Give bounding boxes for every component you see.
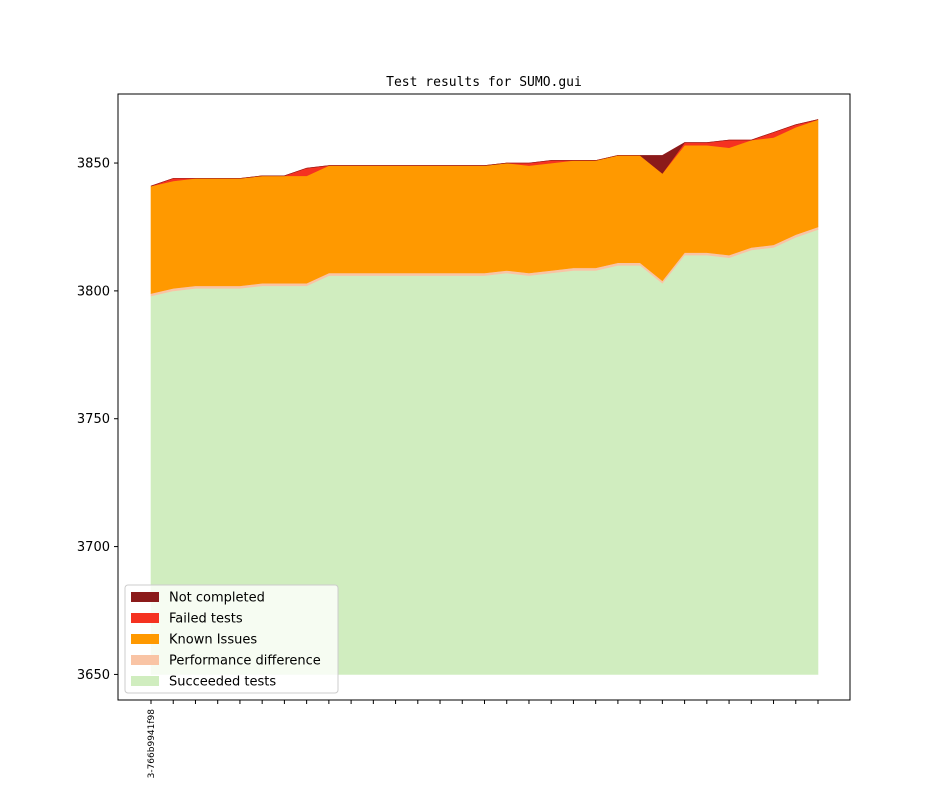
legend-swatch-failed-tests — [131, 613, 159, 623]
legend-swatch-succeeded-tests — [131, 676, 159, 686]
legend-label-performance-difference: Performance difference — [169, 654, 321, 669]
y-tick-label: 3700 — [77, 540, 110, 555]
legend-label-succeeded-tests: Succeeded tests — [169, 675, 276, 690]
y-tick-label: 3800 — [77, 284, 110, 299]
y-tick-label: 3650 — [77, 668, 110, 683]
legend-swatch-known-issues — [131, 634, 159, 644]
y-tick-label: 3750 — [77, 412, 110, 427]
x-tick-label: 3-766b9941f98 — [147, 709, 157, 779]
chart-title: Test results for SUMO.gui — [386, 75, 582, 90]
legend-box — [124, 584, 339, 694]
legend: Not completed Failed tests Known Issues Per… — [124, 584, 339, 694]
legend-swatch-not-completed — [131, 592, 159, 602]
legend-swatch-performance-difference — [131, 655, 159, 665]
area-series-group — [150, 119, 819, 675]
y-tick-label: 3850 — [77, 157, 110, 172]
area-not-completed — [150, 119, 819, 187]
y-ticks-group: 3650 3700 3750 3800 3850 — [77, 157, 118, 683]
x-ticks-group: 3-766b9941f98 — [147, 700, 819, 779]
legend-label-known-issues: Known Issues — [169, 633, 257, 648]
legend-label-not-completed: Not completed — [169, 591, 265, 606]
legend-label-failed-tests: Failed tests — [169, 612, 243, 627]
